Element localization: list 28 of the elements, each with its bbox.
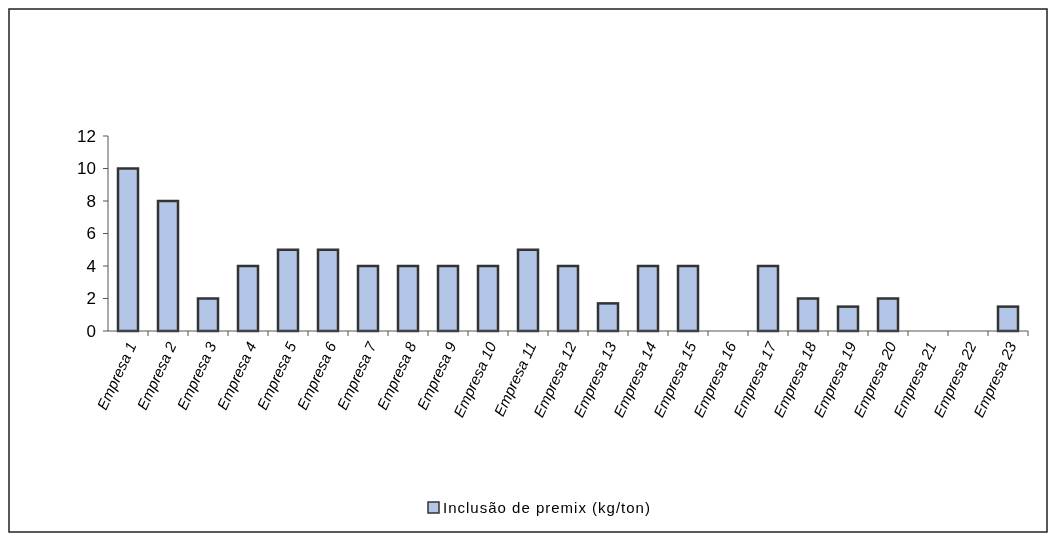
y-tick-label: 2 <box>86 289 96 309</box>
bar <box>676 264 700 333</box>
bar <box>156 199 180 333</box>
y-tick-label: 6 <box>86 224 96 244</box>
bar <box>476 264 500 333</box>
y-tick-label: 4 <box>86 256 96 276</box>
bar <box>996 305 1020 333</box>
bar <box>116 167 140 333</box>
bar <box>396 264 420 333</box>
bar <box>596 302 620 333</box>
bar <box>796 297 820 333</box>
bar <box>876 297 900 333</box>
legend-label: Inclusão de premix (kg/ton) <box>443 499 651 517</box>
bar <box>236 264 260 333</box>
y-tick-label: 0 <box>86 321 96 341</box>
bar <box>356 264 380 333</box>
bar <box>316 248 340 333</box>
bar <box>756 264 780 333</box>
bar <box>836 305 860 333</box>
bar <box>636 264 660 333</box>
bar <box>276 248 300 333</box>
bar <box>556 264 580 333</box>
y-tick-label: 10 <box>77 159 96 179</box>
y-tick-label: 8 <box>86 191 96 211</box>
bar <box>436 264 460 333</box>
bar <box>196 297 220 333</box>
y-tick-label: 12 <box>77 126 96 146</box>
bar <box>516 248 540 333</box>
